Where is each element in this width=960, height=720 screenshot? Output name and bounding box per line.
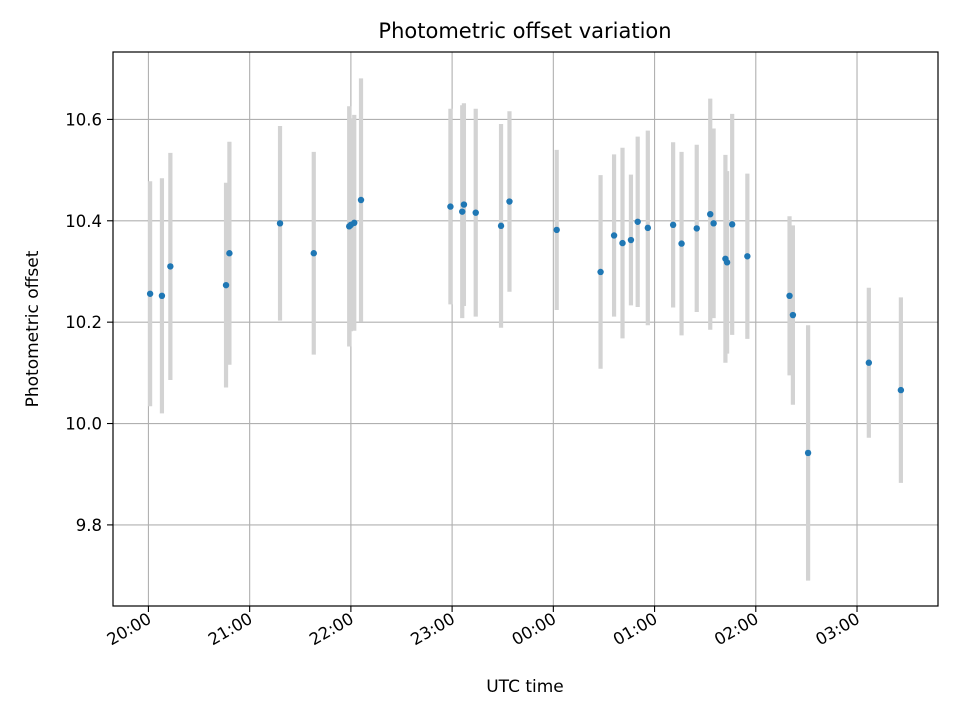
y-tick-label: 10.4 <box>65 212 102 231</box>
data-points <box>146 196 905 457</box>
data-point <box>447 203 454 210</box>
data-point <box>865 359 873 366</box>
data-point <box>146 290 154 297</box>
data-point <box>897 386 905 394</box>
data-point <box>310 250 317 257</box>
data-point <box>597 268 604 276</box>
data-point <box>610 232 618 239</box>
y-tick-label: 9.8 <box>76 516 102 535</box>
data-point <box>804 449 812 457</box>
data-point <box>460 201 468 208</box>
data-point <box>789 311 797 319</box>
data-point <box>459 208 466 215</box>
data-point <box>553 226 560 234</box>
axes-frame <box>112 51 939 607</box>
data-point <box>619 239 626 247</box>
data-point <box>710 220 717 227</box>
data-point <box>351 219 358 227</box>
data-point <box>634 218 641 225</box>
data-point <box>723 259 731 266</box>
y-tick-label: 10.2 <box>65 313 102 332</box>
data-point <box>357 196 365 204</box>
data-point <box>167 263 174 270</box>
y-axis-label: Photometric offset <box>23 250 43 407</box>
data-point <box>728 221 736 228</box>
y-tick-label: 10.0 <box>65 415 102 434</box>
data-point <box>627 236 635 244</box>
data-point <box>644 224 652 232</box>
data-point <box>786 292 793 300</box>
data-point <box>744 253 751 260</box>
chart-title: Photometric offset variation <box>378 19 671 43</box>
data-point <box>707 210 714 218</box>
data-point <box>222 281 230 289</box>
data-point <box>678 240 685 247</box>
data-point <box>226 250 233 257</box>
data-point <box>276 220 284 227</box>
data-point <box>506 198 513 205</box>
data-point <box>472 209 479 216</box>
data-point <box>497 222 505 230</box>
y-tick-label: 10.6 <box>65 110 102 129</box>
data-point <box>158 292 166 300</box>
x-axis-label: UTC time <box>486 677 564 697</box>
data-point <box>693 225 700 232</box>
data-point <box>669 221 677 229</box>
